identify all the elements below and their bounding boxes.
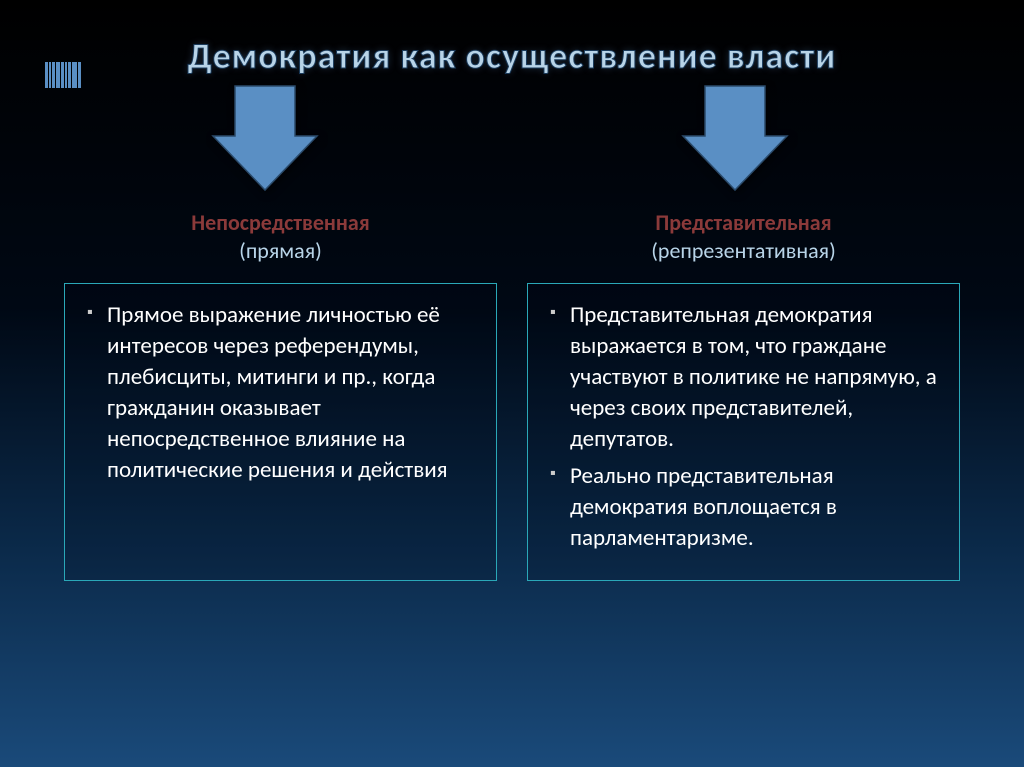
column-left: Непосредственная (прямая) Прямое выражен… — [64, 210, 497, 581]
column-right-list: Представительная демократия выражается в… — [550, 300, 941, 554]
page-title: Демократия как осуществление власти — [0, 34, 1024, 78]
list-item: Прямое выражение личностью её интересов … — [107, 300, 478, 486]
columns-container: Непосредственная (прямая) Прямое выражен… — [64, 210, 960, 581]
column-left-list: Прямое выражение личностью её интересов … — [87, 300, 478, 486]
column-right-header: Представительная (репрезентативная) — [527, 210, 960, 265]
column-left-box: Прямое выражение личностью её интересов … — [64, 283, 497, 581]
column-left-subtitle: (прямая) — [64, 238, 497, 264]
arrow-down-icon — [205, 78, 325, 198]
arrow-down-right — [675, 78, 795, 198]
column-right-title: Представительная — [655, 209, 831, 236]
column-right: Представительная (репрезентативная) Пред… — [527, 210, 960, 581]
column-left-header: Непосредственная (прямая) — [64, 210, 497, 265]
list-item: Реально представительная демократия вопл… — [570, 461, 941, 554]
list-item: Представительная демократия выражается в… — [570, 300, 941, 455]
column-right-box: Представительная демократия выражается в… — [527, 283, 960, 581]
column-right-subtitle: (репрезентативная) — [527, 238, 960, 264]
column-left-title: Непосредственная — [191, 209, 369, 236]
arrow-down-icon — [675, 78, 795, 198]
arrow-down-left — [205, 78, 325, 198]
